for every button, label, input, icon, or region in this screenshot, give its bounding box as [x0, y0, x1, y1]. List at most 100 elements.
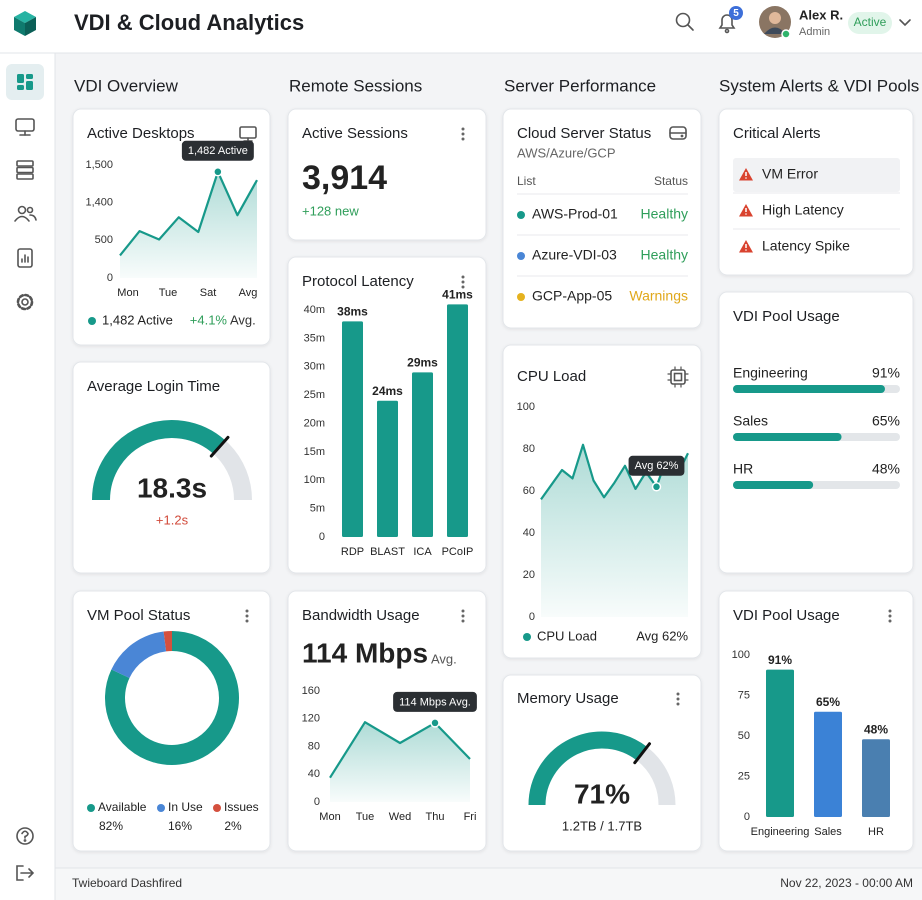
- y-tick-label: 1,400: [85, 197, 113, 209]
- card-menu[interactable]: [676, 697, 680, 701]
- line: [119, 170, 258, 257]
- x-tick-label: Tue: [159, 287, 178, 299]
- gauge-detail: 1.2TB / 1.7TB: [562, 818, 642, 833]
- card-menu[interactable]: [461, 619, 465, 623]
- legend-dot: [157, 804, 165, 812]
- nav-selected[interactable]: [6, 64, 44, 100]
- nav-help-icon[interactable]: [21, 830, 29, 839]
- y-tick-label: 35m: [304, 332, 325, 344]
- alert-text: High Latency: [762, 202, 844, 218]
- chip-icon: [673, 372, 683, 382]
- status-text: Active: [854, 15, 887, 29]
- gauge-value: 18.3s: [137, 472, 207, 503]
- nav-logout-icon[interactable]: [20, 868, 35, 878]
- nav-dashboard-icon: [26, 81, 33, 90]
- footer-date: Nov 22, 2023 - 00:00 AM: [780, 876, 913, 890]
- nav-servers-icon[interactable]: [16, 173, 34, 180]
- status-dot: [517, 293, 525, 301]
- card-menu[interactable]: [461, 132, 465, 136]
- card-menu[interactable]: [245, 614, 249, 618]
- y-tick-label: 25m: [304, 389, 325, 401]
- notification-icon[interactable]: [718, 14, 736, 29]
- change: +1.2s: [156, 512, 189, 527]
- x-tick-label: Tue: [356, 811, 375, 823]
- nav-settings-icon[interactable]: [16, 293, 34, 311]
- bar: [342, 321, 363, 537]
- nav-users-icon[interactable]: [14, 215, 30, 222]
- search-icon[interactable]: [675, 12, 691, 28]
- y-tick-label: 60: [523, 485, 535, 497]
- card-menu[interactable]: [676, 692, 680, 696]
- card-menu[interactable]: [676, 702, 680, 706]
- x-tick-label: ICA: [413, 546, 432, 558]
- nav-servers-icon[interactable]: [16, 166, 34, 174]
- nav-help-icon[interactable]: [23, 839, 27, 842]
- card-menu[interactable]: [461, 137, 465, 141]
- card-menu[interactable]: [461, 280, 465, 284]
- nav-users-icon[interactable]: [26, 206, 34, 214]
- legend-value: 16%: [168, 819, 192, 833]
- legend-label: In Use: [168, 800, 203, 814]
- card: [502, 674, 702, 852]
- card-menu[interactable]: [461, 127, 465, 131]
- card-menu[interactable]: [461, 275, 465, 279]
- card-title: CPU Load: [517, 368, 586, 385]
- tooltip-text: 114 Mbps Avg.: [399, 696, 471, 708]
- legend-dot: [523, 633, 531, 641]
- search-icon[interactable]: [687, 24, 694, 31]
- y-tick-label: 20: [523, 569, 535, 581]
- footer-text: Twieboard Dashfired: [72, 876, 182, 890]
- highlight-point: [213, 167, 223, 177]
- nav-help-icon[interactable]: [16, 827, 34, 845]
- card-menu[interactable]: [888, 619, 892, 623]
- card-menu[interactable]: [888, 614, 892, 618]
- card-menu[interactable]: [245, 609, 249, 613]
- y-tick-label: 0: [529, 611, 535, 623]
- footer-bar: [55, 868, 922, 900]
- change: +128 new: [302, 203, 359, 218]
- card-menu[interactable]: [461, 614, 465, 618]
- card-title: Protocol Latency: [302, 273, 414, 290]
- pool-value: 48%: [872, 461, 900, 477]
- line: [329, 721, 471, 779]
- page-title: VDI & Cloud Analytics: [74, 10, 304, 35]
- notification-badge: [729, 6, 743, 20]
- x-tick-label: Mon: [319, 811, 340, 823]
- data-label: 91%: [768, 653, 792, 667]
- change: +4.1%: [190, 312, 228, 327]
- y-tick-label: 5m: [310, 503, 325, 515]
- y-tick-label: 0: [107, 272, 113, 284]
- average: Avg 62%: [636, 628, 688, 643]
- nav-users-icon[interactable]: [17, 205, 27, 215]
- pool-name: Sales: [733, 413, 768, 429]
- nav-settings-icon[interactable]: [21, 298, 29, 306]
- nav-users-icon[interactable]: [29, 214, 37, 221]
- chip-icon: [670, 369, 686, 385]
- notification-icon[interactable]: [724, 28, 730, 34]
- alert-icon: [745, 213, 747, 215]
- nav-logout-icon[interactable]: [16, 865, 24, 881]
- server-name: Azure-VDI-03: [532, 247, 617, 263]
- nav-reports-icon[interactable]: [17, 248, 33, 268]
- card-title: Average Login Time: [87, 378, 220, 395]
- alert-text: VM Error: [762, 166, 818, 182]
- card-menu[interactable]: [461, 285, 465, 289]
- x-tick-label: Thu: [426, 811, 445, 823]
- y-tick-label: 25: [738, 770, 750, 782]
- card-title: Bandwidth Usage: [302, 607, 420, 624]
- card-title: Active Desktops: [87, 125, 195, 142]
- logo: [25, 17, 36, 36]
- user-menu-chevron[interactable]: [899, 19, 911, 27]
- y-tick-label: 40: [523, 527, 535, 539]
- card-title: VM Pool Status: [87, 607, 190, 624]
- y-tick-label: 0: [319, 531, 325, 543]
- card-menu[interactable]: [888, 609, 892, 613]
- kpi-note: Avg.: [431, 651, 457, 666]
- bar: [447, 304, 468, 537]
- online-dot: [781, 29, 791, 39]
- card-menu[interactable]: [245, 619, 249, 623]
- change-note: Avg.: [230, 312, 256, 327]
- card-menu[interactable]: [461, 609, 465, 613]
- nav-servers-icon[interactable]: [16, 160, 34, 167]
